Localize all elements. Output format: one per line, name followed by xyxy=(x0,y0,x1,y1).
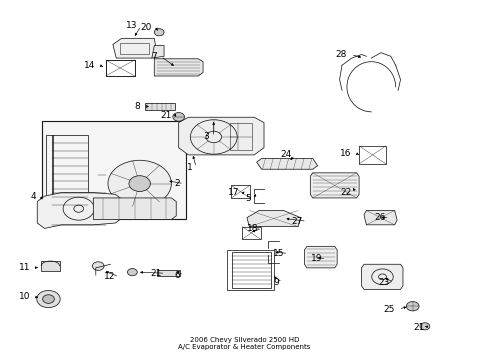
Circle shape xyxy=(37,291,60,308)
Text: 22: 22 xyxy=(340,188,351,197)
Text: 2: 2 xyxy=(174,179,180,188)
Text: 9: 9 xyxy=(272,278,278,287)
Circle shape xyxy=(129,176,150,192)
Bar xyxy=(231,185,249,198)
Bar xyxy=(105,60,135,76)
Polygon shape xyxy=(178,117,264,155)
Text: 26: 26 xyxy=(374,213,385,222)
Bar xyxy=(52,135,88,212)
Text: 19: 19 xyxy=(310,255,322,264)
Bar xyxy=(242,226,260,239)
Circle shape xyxy=(154,29,163,36)
Text: 28: 28 xyxy=(335,50,346,59)
Bar xyxy=(105,60,135,76)
Text: 18: 18 xyxy=(246,224,258,233)
Circle shape xyxy=(172,113,184,121)
Text: 20: 20 xyxy=(140,23,152,32)
Text: 8: 8 xyxy=(134,102,140,111)
Polygon shape xyxy=(361,264,402,289)
Text: 10: 10 xyxy=(20,292,31,301)
Circle shape xyxy=(42,295,54,303)
Text: 17: 17 xyxy=(228,188,239,197)
Text: 2006 Chevy Silverado 2500 HD
A/C Evaporator & Heater Components: 2006 Chevy Silverado 2500 HD A/C Evapora… xyxy=(178,337,310,350)
Bar xyxy=(45,135,53,212)
Text: 14: 14 xyxy=(84,61,96,70)
Text: 11: 11 xyxy=(20,264,31,273)
Text: 6: 6 xyxy=(174,270,180,279)
Text: 24: 24 xyxy=(280,150,291,159)
Bar xyxy=(41,261,60,271)
Polygon shape xyxy=(154,59,203,76)
Text: 21: 21 xyxy=(160,111,171,120)
Text: 4: 4 xyxy=(30,192,36,201)
Bar xyxy=(157,270,180,276)
Circle shape xyxy=(92,262,104,270)
Circle shape xyxy=(108,160,171,207)
Text: 3: 3 xyxy=(203,132,209,141)
Text: 15: 15 xyxy=(272,249,284,258)
Polygon shape xyxy=(304,246,336,268)
Polygon shape xyxy=(152,45,163,58)
Text: 21: 21 xyxy=(413,323,424,332)
Circle shape xyxy=(406,302,418,311)
Text: 5: 5 xyxy=(244,194,250,203)
Polygon shape xyxy=(256,158,317,169)
Polygon shape xyxy=(113,39,157,58)
Text: 27: 27 xyxy=(291,217,303,226)
Bar xyxy=(358,146,385,164)
Bar xyxy=(144,103,174,110)
Polygon shape xyxy=(37,193,122,228)
Text: 21: 21 xyxy=(150,269,161,278)
Text: 7: 7 xyxy=(151,52,157,61)
Bar xyxy=(227,250,273,291)
Circle shape xyxy=(419,323,429,330)
Text: 13: 13 xyxy=(125,21,137,30)
Polygon shape xyxy=(93,198,176,220)
Text: 12: 12 xyxy=(103,272,115,281)
Bar xyxy=(42,121,185,220)
Circle shape xyxy=(127,269,137,276)
Text: 1: 1 xyxy=(186,163,192,172)
Polygon shape xyxy=(310,173,358,198)
Text: 25: 25 xyxy=(383,305,394,314)
Text: 23: 23 xyxy=(378,278,389,287)
Text: 16: 16 xyxy=(340,149,351,158)
Bar xyxy=(120,42,149,54)
Polygon shape xyxy=(246,211,300,226)
Bar xyxy=(232,252,271,288)
Polygon shape xyxy=(363,211,396,225)
Bar xyxy=(229,123,251,149)
